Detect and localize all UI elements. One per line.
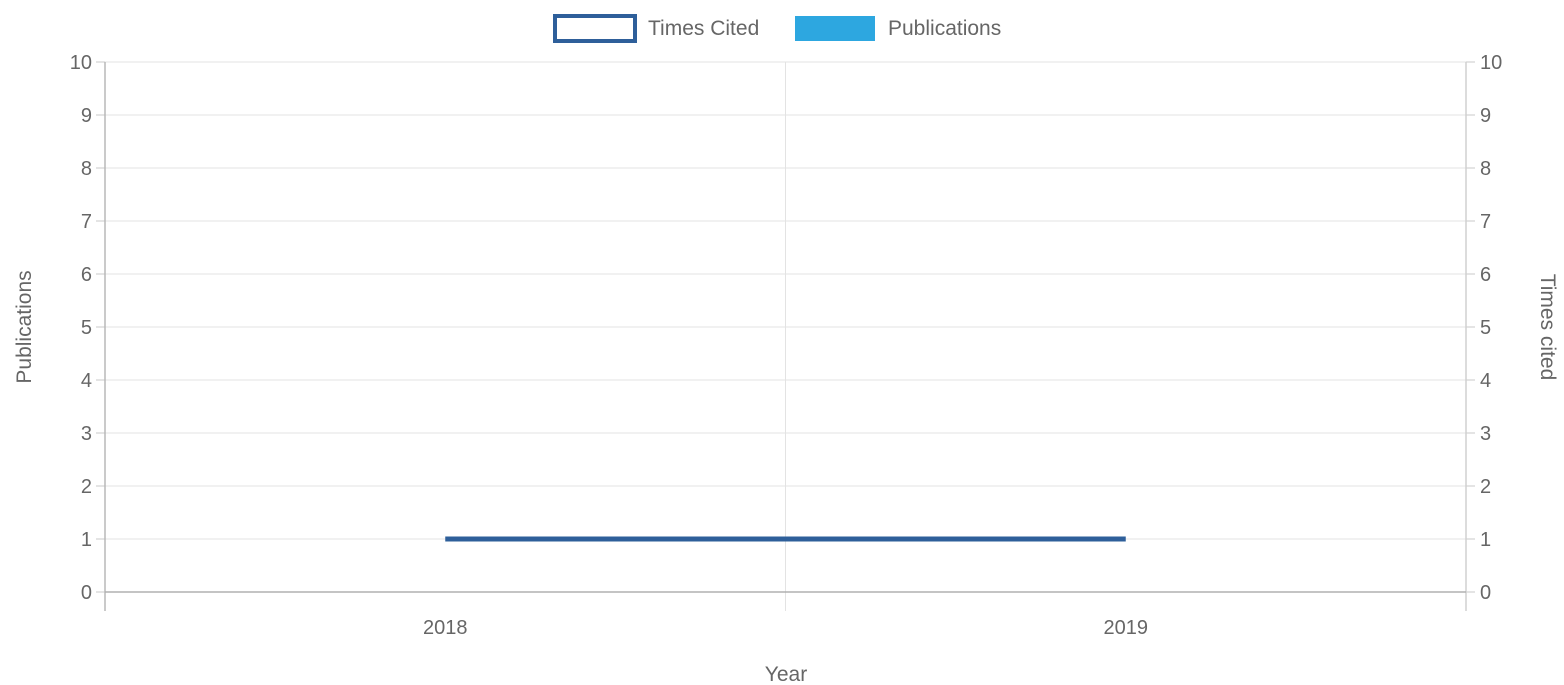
right-y-ticks: 0 1 2 3 4 5 6 7 8 9 10 xyxy=(1480,52,1502,604)
y-tick-label-left: 1 xyxy=(81,529,92,551)
y-tick-label-left: 4 xyxy=(81,370,92,392)
y-tick-label-right: 2 xyxy=(1480,476,1491,498)
y-tick-label-right: 0 xyxy=(1480,582,1491,604)
y-tick-label-left: 3 xyxy=(81,423,92,445)
legend-label-publications[interactable]: Publications xyxy=(888,17,1001,40)
x-tick-label: 2018 xyxy=(423,617,468,639)
y-axis-title-right: Times cited xyxy=(1536,274,1559,381)
legend-label-times-cited[interactable]: Times Cited xyxy=(648,17,759,40)
y-tick-label-left: 5 xyxy=(81,317,92,339)
legend-swatch-publications[interactable] xyxy=(795,16,875,41)
y-tick-label-right: 4 xyxy=(1480,370,1491,392)
y-tick-label-right: 9 xyxy=(1480,105,1491,127)
y-tick-label-left: 0 xyxy=(81,582,92,604)
x-tick-label: 2019 xyxy=(1104,617,1149,639)
legend: Times Cited Publications xyxy=(553,14,1001,43)
y-tick-label-left: 7 xyxy=(81,211,92,233)
y-tick-label-right: 6 xyxy=(1480,264,1491,286)
x-ticks: 2018 2019 xyxy=(423,617,1148,639)
y-tick-label-right: 10 xyxy=(1480,52,1502,74)
y-tick-label-left: 2 xyxy=(81,476,92,498)
gridlines xyxy=(105,61,1466,611)
x-axis-title: Year xyxy=(765,663,807,685)
y-tick-label-right: 7 xyxy=(1480,211,1491,233)
y-tick-label-left: 9 xyxy=(81,105,92,127)
y-tick-label-right: 1 xyxy=(1480,529,1491,551)
left-y-ticks: 0 1 2 3 4 5 6 7 8 9 10 xyxy=(70,52,92,604)
y-tick-label-right: 5 xyxy=(1480,317,1491,339)
y-tick-label-right: 3 xyxy=(1480,423,1491,445)
y-tick-label-left: 10 xyxy=(70,52,92,74)
y-tick-label-right: 8 xyxy=(1480,158,1491,180)
y-tick-label-left: 8 xyxy=(81,158,92,180)
legend-swatch-times-cited[interactable] xyxy=(553,14,637,43)
y-tick-label-left: 6 xyxy=(81,264,92,286)
y-axis-title-left: Publications xyxy=(13,270,36,383)
axes xyxy=(96,61,1475,611)
